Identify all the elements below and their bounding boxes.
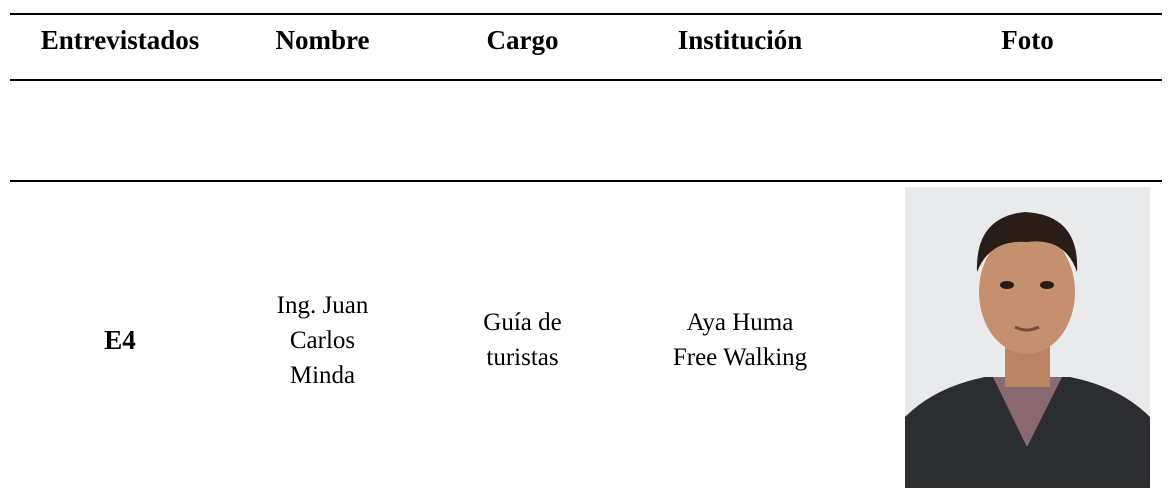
face bbox=[979, 230, 1075, 354]
hair bbox=[976, 212, 1078, 272]
row-rule bbox=[10, 180, 1162, 182]
cell-line: Ing. Juan bbox=[276, 291, 369, 319]
header-rule bbox=[10, 79, 1162, 81]
cell-line: Aya Huma bbox=[686, 309, 794, 336]
eye bbox=[1000, 281, 1014, 289]
cell-line: Minda bbox=[289, 361, 356, 389]
cell-line: Carlos bbox=[289, 326, 356, 354]
header-cell: Cargo bbox=[486, 25, 559, 55]
eye bbox=[1040, 281, 1054, 289]
cell-line: Free Walking bbox=[672, 344, 808, 371]
mouth bbox=[1014, 325, 1040, 332]
header-cell: Nombre bbox=[275, 25, 370, 55]
cell-text: E4 bbox=[104, 324, 136, 355]
header-cell: Entrevistados bbox=[40, 25, 200, 55]
institution-cell: Aya Huma Free Walking bbox=[630, 200, 850, 480]
header-cell: Foto bbox=[1001, 25, 1054, 55]
role-cell: Guía de turistas bbox=[425, 200, 620, 480]
shirt bbox=[993, 377, 1062, 447]
top-rule bbox=[10, 13, 1162, 15]
cell-line: turistas bbox=[486, 344, 559, 371]
photo bbox=[905, 187, 1150, 488]
header-cell: Institución bbox=[677, 25, 803, 55]
id-cell: E4 bbox=[10, 200, 230, 480]
cell-line: Guía de bbox=[483, 309, 562, 336]
name-cell: Ing. Juan Carlos Minda bbox=[230, 200, 415, 480]
